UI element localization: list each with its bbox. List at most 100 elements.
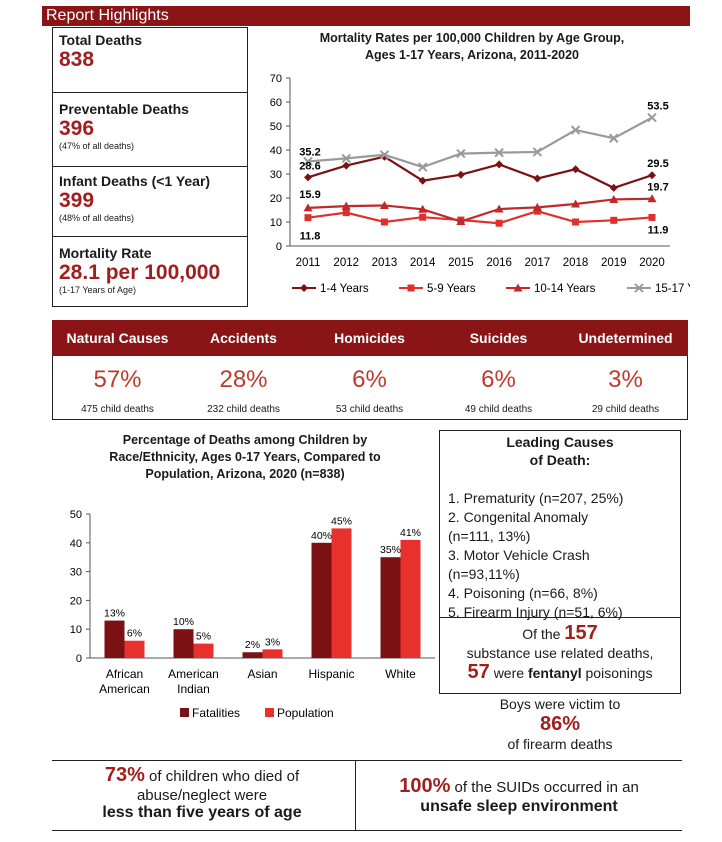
- fentanyl-post: poisonings: [585, 665, 653, 681]
- data-label: 15.9: [299, 189, 320, 201]
- bar: [104, 620, 125, 658]
- cause-pct-homicides: 6%: [352, 366, 387, 393]
- data-label: 28.6: [299, 160, 320, 172]
- point-marker: [532, 202, 542, 211]
- line-chart-title-line2: Ages 1-17 Years, Arizona, 2011-2020: [364, 48, 580, 62]
- x-tick-label: Hispanic: [308, 667, 354, 681]
- point-marker: [304, 214, 312, 222]
- abuse-text1: of children who died of: [149, 768, 300, 785]
- point-marker: [533, 174, 542, 183]
- point-marker: [456, 170, 465, 179]
- point-marker: [570, 125, 581, 135]
- leading-cause-item: 1. Prematurity (n=207, 25%): [448, 490, 624, 506]
- substance-number: 157: [564, 622, 598, 644]
- x-tick-label: 2013: [372, 257, 398, 269]
- mortality-line-chart: 0 10 20 30 40 50 60 70 2011 2012 2013 2014 2015 2016 2…: [270, 73, 690, 295]
- substance-box: Of the 157 substance use related deaths,…: [439, 618, 681, 694]
- suid-pct: 100%: [399, 775, 451, 797]
- bar: [400, 539, 421, 658]
- point-marker: [647, 112, 657, 123]
- bar-label: 41%: [400, 527, 421, 539]
- fentanyl-number: 57: [467, 661, 490, 683]
- firearm-box: Boys were victim to 86% of firearm death…: [439, 694, 681, 758]
- leading-causes-title-line1: Leading Causes: [506, 434, 614, 450]
- y-tick-label: 70: [270, 73, 282, 85]
- bar-chart-title-line2: Race/Ethnicity, Ages 0-17 Years, Compare…: [109, 450, 381, 464]
- leading-causes-title: Leading Causes of Death:: [440, 433, 680, 469]
- x-tick-label: Indian: [177, 682, 210, 696]
- causes-header-band: [52, 320, 688, 356]
- y-tick-label: 60: [270, 97, 282, 109]
- point-marker: [494, 204, 504, 213]
- leading-causes-box: Leading Causes of Death: 1. Prematurity …: [439, 430, 681, 620]
- firearm-pct: 86%: [539, 713, 581, 735]
- x-tick-label: 2019: [601, 257, 627, 269]
- leading-cause-item: 5. Firearm Injury (n=51, 6%): [448, 604, 623, 620]
- footer-bottom-rule: [52, 830, 682, 831]
- mortality-rate-note: (1-17 Years of Age): [59, 285, 137, 295]
- bar: [173, 629, 194, 658]
- point-marker: [648, 171, 656, 180]
- footer-left: 73% of children who died of abuse/neglec…: [52, 764, 352, 822]
- footer-divider: [355, 760, 356, 830]
- series-line: [307, 155, 653, 190]
- bar-label: 2%: [245, 639, 260, 651]
- abuse-text2: abuse/neglect were: [136, 787, 268, 804]
- point-marker: [494, 147, 504, 158]
- leading-causes-list: 1. Prematurity (n=207, 25%) 2. Congenita…: [440, 489, 680, 622]
- bar: [242, 652, 263, 658]
- point-marker: [407, 284, 415, 292]
- cause-sub-natural: 475 child deaths: [81, 404, 154, 415]
- infant-deaths-box: Infant Deaths (<1 Year) 399 (48% of all …: [52, 167, 248, 237]
- point-marker: [571, 165, 580, 174]
- point-marker: [456, 217, 466, 226]
- y-tick-label: 30: [270, 169, 282, 181]
- suid-bold: unsafe sleep environment: [420, 798, 618, 815]
- cause-title-natural: Natural Causes: [66, 330, 169, 346]
- mortality-rate-value: 28.1 per 100,000: [59, 261, 221, 284]
- point-marker: [342, 161, 351, 170]
- y-tick-label: 40: [270, 145, 282, 157]
- point-marker: [456, 148, 466, 159]
- x-tick-label: 2020: [639, 257, 665, 269]
- leading-causes-title-line2: of Death:: [529, 452, 591, 468]
- legend-label: Population: [277, 706, 334, 720]
- x-tick-label: American: [168, 667, 219, 681]
- mortality-rate-label: Mortality Rate: [59, 245, 152, 261]
- preventable-deaths-label: Preventable Deaths: [59, 101, 189, 117]
- data-label: 53.5: [647, 101, 668, 113]
- y-tick-label: 50: [70, 509, 82, 521]
- point-marker: [648, 213, 656, 221]
- series-line: [307, 116, 653, 169]
- data-label: 11.8: [300, 231, 321, 243]
- y-tick-label: 20: [270, 193, 282, 205]
- point-marker: [610, 216, 618, 224]
- point-marker: [495, 219, 503, 227]
- y-tick-label: 10: [70, 624, 82, 636]
- x-tick-label: 2017: [525, 257, 551, 269]
- preventable-deaths-box: Preventable Deaths 396 (47% of all death…: [52, 93, 248, 167]
- data-label: 35.2: [299, 147, 320, 159]
- y-tick-label: 0: [76, 653, 82, 665]
- point-marker: [341, 201, 351, 210]
- series-line: [307, 210, 653, 225]
- abuse-pct: 73%: [104, 764, 145, 786]
- cause-pct-natural: 57%: [93, 366, 142, 393]
- point-marker: [533, 207, 541, 215]
- line-chart-title-line1: Mortality Rates per 100,000 Children by …: [319, 31, 625, 45]
- point-marker: [634, 283, 644, 293]
- cause-title-accidents: Accidents: [210, 330, 277, 346]
- infant-deaths-value: 399: [59, 189, 95, 212]
- fentanyl-mid: were: [493, 665, 525, 681]
- point-marker: [571, 199, 581, 208]
- race-ethnicity-bar-chart: 0102030405013%6%AfricanAmerican10%5%Amer…: [70, 509, 435, 720]
- fentanyl-word: fentanyl: [527, 665, 582, 681]
- cause-sub-suicides: 49 child deaths: [464, 404, 533, 415]
- total-deaths-box: Total Deaths 838: [52, 27, 248, 93]
- x-tick-label: Asian: [247, 667, 277, 681]
- cause-title-suicides: Suicides: [469, 330, 528, 346]
- leading-cause-item: 2. Congenital Anomaly: [448, 509, 589, 525]
- x-tick-label: 2014: [410, 257, 436, 269]
- line-chart-title: Mortality Rates per 100,000 Children by …: [262, 30, 682, 64]
- bar-label: 35%: [380, 544, 401, 556]
